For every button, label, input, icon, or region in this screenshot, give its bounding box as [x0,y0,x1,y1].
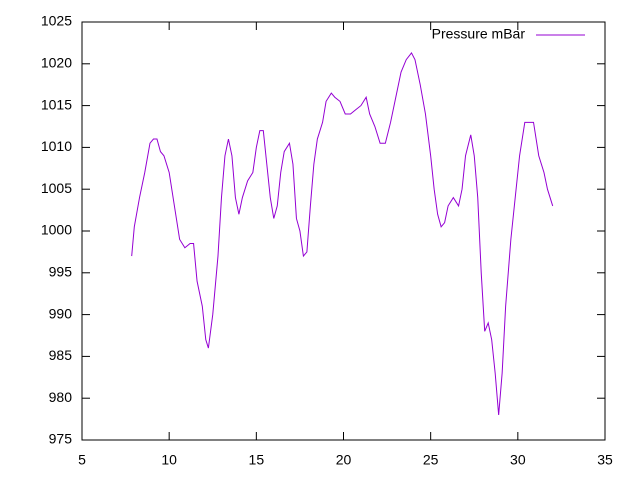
y-tick-label: 1000 [41,222,72,238]
x-tick-label: 15 [249,452,265,468]
y-tick-label: 990 [49,305,73,321]
plot-frame [81,21,606,441]
y-tick-label: 985 [49,347,73,363]
line [131,52,554,415]
y-tick-label: 975 [49,431,73,447]
x-tick-label: 30 [510,452,526,468]
x-tick-label: 25 [423,452,439,468]
y-tick-label: 1025 [41,13,72,29]
x-tick-label: 10 [161,452,177,468]
y-tick-label: 1005 [41,180,72,196]
y-tick-label: 1010 [41,138,72,154]
legend-label: Pressure mBar [432,26,526,42]
x-tick-label: 35 [597,452,613,468]
x-tick-label: 20 [336,452,352,468]
y-tick-label: 1015 [41,96,72,112]
y-tick-label: 980 [49,389,73,405]
y-tick-label: 1020 [41,55,72,71]
x-tick-label: 5 [78,452,86,468]
y-tick-label: 995 [49,264,73,280]
